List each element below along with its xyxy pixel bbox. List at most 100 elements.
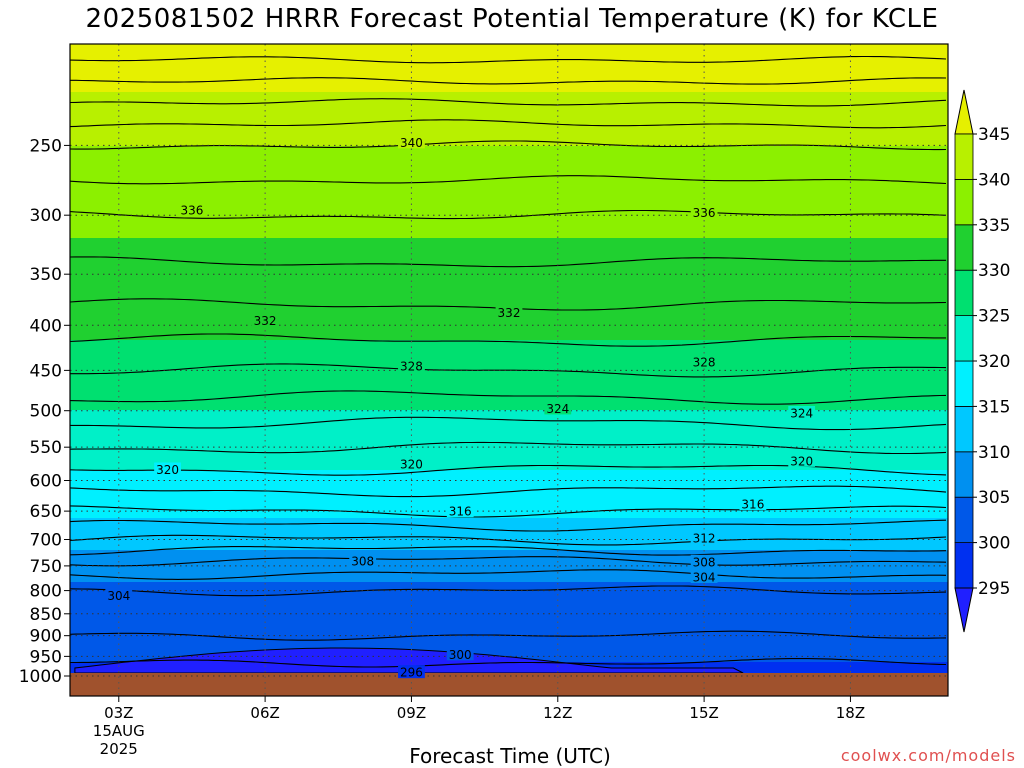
theta-band (70, 460, 948, 463)
contour-336 (70, 209, 947, 220)
theta-band (70, 294, 948, 297)
theta-band (70, 148, 948, 151)
y-tick-label: 850 (30, 605, 62, 625)
theta-band (70, 92, 948, 95)
theta-band (70, 146, 948, 149)
theta-band (70, 290, 948, 293)
theta-band (70, 538, 948, 541)
theta-band (70, 558, 948, 561)
theta-band (70, 132, 948, 135)
theta-band (70, 612, 948, 615)
y-tick-label: 500 (30, 402, 62, 422)
contour-334 (70, 256, 946, 268)
theta-band (70, 190, 948, 193)
theta-band (70, 286, 948, 289)
contour-label: 316 (741, 497, 764, 511)
theta-band (70, 542, 948, 545)
theta-band (70, 392, 948, 395)
contour-label: 308 (693, 555, 716, 569)
theta-band (70, 104, 948, 107)
theta-band (70, 86, 948, 89)
x-tick-label: 03Z (104, 704, 133, 722)
theta-band (70, 454, 948, 457)
theta-band (70, 138, 948, 141)
theta-band (70, 64, 948, 67)
theta-band (70, 514, 948, 517)
contour-label-group: 316 (446, 504, 474, 519)
contour-label-group: 328 (690, 354, 718, 369)
contour-label: 320 (400, 458, 423, 472)
contour-330 (70, 333, 946, 347)
theta-band (70, 152, 948, 155)
theta-band (70, 568, 948, 571)
theta-band (70, 318, 948, 321)
theta-band (70, 284, 948, 287)
theta-band (70, 494, 948, 497)
theta-band (70, 464, 948, 467)
y-tick-label: 700 (30, 530, 62, 550)
contour-label-bg (398, 135, 425, 149)
contour-label: 320 (156, 463, 179, 477)
contour-label: 312 (693, 531, 716, 545)
theta-band (70, 206, 948, 209)
contour-label: 324 (546, 402, 569, 416)
theta-band (70, 624, 948, 627)
contour-label-group: 336 (178, 203, 206, 218)
theta-band (70, 324, 948, 327)
theta-band (70, 362, 948, 365)
theta-band (70, 576, 948, 579)
contour-label: 300 (449, 648, 472, 662)
theta-band (70, 466, 948, 469)
contour-308 (70, 556, 947, 567)
contour-label-group: 332 (495, 305, 523, 320)
theta-band (70, 590, 948, 593)
theta-band (70, 404, 948, 407)
theta-band (70, 618, 948, 621)
theta-band (70, 182, 948, 185)
theta-band (70, 602, 948, 605)
theta-band (70, 240, 948, 243)
contour-label-group: 332 (251, 313, 279, 328)
theta-band (70, 370, 948, 373)
theta-band (70, 232, 948, 235)
theta-band (70, 630, 948, 633)
theta-band (70, 224, 948, 227)
theta-band (70, 432, 948, 435)
theta-band (70, 588, 948, 591)
theta-band (70, 260, 948, 263)
theta-band (70, 628, 948, 631)
theta-band (70, 248, 948, 251)
x-tick-label: 12Z (543, 704, 572, 722)
theta-band (70, 74, 948, 77)
y-tick-label: 1000 (19, 667, 62, 687)
theta-band (70, 646, 948, 649)
theta-band (70, 368, 948, 371)
colorbar-box (954, 133, 974, 180)
y-tick-label: 400 (30, 316, 62, 336)
theta-band (70, 476, 948, 479)
theta-band (70, 252, 948, 255)
theta-band (70, 228, 948, 231)
theta-band (70, 198, 948, 201)
y-tick-label: 950 (30, 647, 62, 667)
theta-band (70, 434, 948, 437)
theta-band (70, 326, 948, 329)
theta-band (70, 440, 948, 443)
contour-label-bg (788, 453, 816, 467)
theta-band (70, 394, 948, 397)
x-tick-label: 18Z (836, 704, 865, 722)
contour-label-bg (739, 496, 767, 510)
theta-band (70, 278, 948, 281)
theta-band (70, 452, 948, 455)
theta-band (70, 234, 948, 237)
theta-band (70, 68, 948, 71)
theta-band (70, 446, 948, 449)
theta-band (70, 156, 948, 159)
theta-band (70, 194, 948, 197)
colorbar-box (954, 269, 974, 317)
theta-band (70, 480, 948, 483)
theta-band (70, 222, 948, 225)
theta-band (70, 462, 948, 465)
theta-band (70, 372, 948, 375)
